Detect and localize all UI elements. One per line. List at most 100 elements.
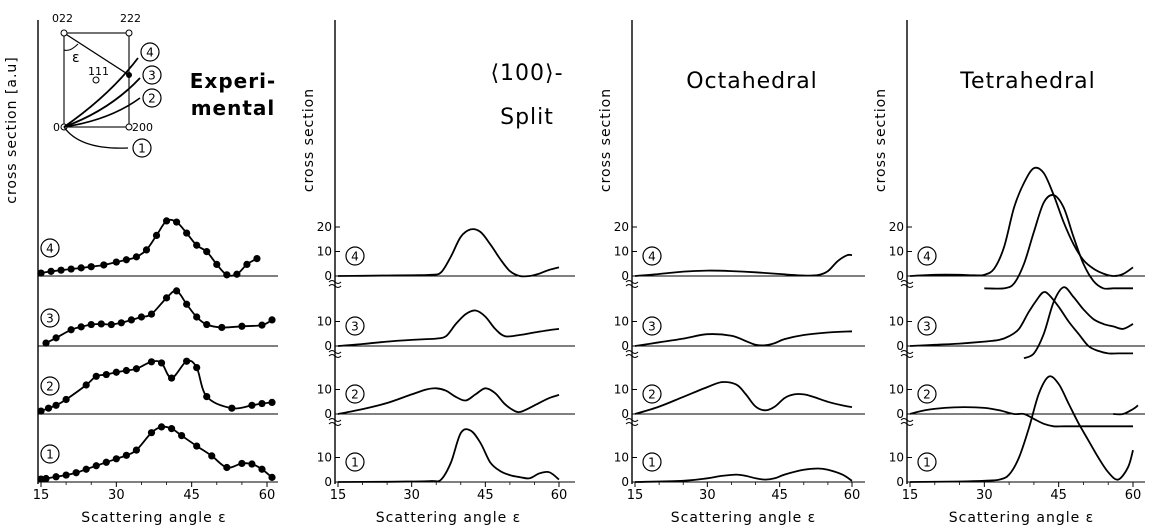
series-line — [40, 359, 273, 412]
inset-label: 0 — [53, 121, 60, 134]
data-point — [258, 465, 266, 473]
data-point — [82, 465, 90, 473]
data-point — [193, 241, 201, 249]
data-point — [67, 265, 75, 273]
inset-label: 111 — [88, 65, 109, 78]
data-point — [147, 310, 156, 318]
data-point — [112, 258, 120, 266]
band-label-circle — [40, 376, 60, 396]
series-line — [337, 428, 560, 483]
data-point — [52, 473, 60, 481]
band-label-circle — [642, 246, 662, 266]
inset-curve-label-circle — [140, 42, 160, 62]
inset-curve-3 — [63, 77, 141, 128]
band-label-1: 1 — [648, 456, 656, 470]
data-point — [243, 260, 251, 268]
panel-title-line: ⟨100⟩- — [490, 61, 563, 86]
band-label-3: 3 — [351, 320, 359, 334]
data-point — [167, 425, 176, 433]
series-line — [1113, 404, 1139, 416]
data-point — [87, 320, 95, 329]
data-point — [228, 404, 236, 412]
data-point — [268, 316, 276, 324]
data-point — [183, 357, 191, 365]
data-point — [82, 381, 90, 389]
data-point — [268, 473, 276, 481]
panel-title-line: mental — [191, 96, 276, 120]
inset-curve-label-circle — [132, 138, 152, 158]
data-point — [62, 395, 70, 404]
y-tick-label: 0 — [896, 269, 904, 283]
inset-angle-arc — [63, 43, 79, 51]
y-axis-label: cross section — [598, 88, 614, 192]
band-label-circle — [917, 384, 937, 404]
data-point — [238, 322, 246, 330]
band-label-circle — [345, 384, 365, 404]
band-label-circle — [40, 308, 60, 328]
data-point — [147, 358, 156, 366]
band-label-circle — [917, 316, 937, 336]
data-point — [178, 432, 186, 440]
y-tick-label: 0 — [621, 339, 629, 353]
band-label-1: 1 — [351, 456, 359, 470]
band-label-circle — [642, 452, 662, 472]
axis-break-mark — [328, 350, 342, 358]
y-tick-label: 10 — [614, 245, 629, 259]
inset-curve-1 — [63, 126, 129, 149]
y-tick-label: 20 — [317, 220, 332, 234]
series-line — [40, 425, 273, 480]
x-tick-label: 30 — [403, 488, 420, 503]
y-tick-label: 0 — [324, 269, 332, 283]
data-point — [42, 339, 50, 347]
data-point — [37, 407, 45, 415]
data-point — [37, 269, 45, 277]
axis-break-mark — [625, 350, 639, 358]
data-point — [92, 462, 100, 470]
inset-lattice-point — [125, 29, 133, 37]
band-label-circle — [917, 452, 937, 472]
data-point — [203, 248, 211, 256]
series-line — [337, 228, 560, 278]
inset-curve-label-circle — [142, 65, 162, 85]
x-axis-label: Scattering angle ε — [81, 510, 226, 526]
band-label-1: 1 — [923, 456, 931, 470]
data-point — [253, 255, 261, 263]
x-tick-label: 60 — [1125, 488, 1142, 503]
y-axis-label: cross section — [873, 88, 889, 192]
data-point — [183, 229, 191, 237]
series-line — [337, 309, 560, 347]
data-point — [97, 320, 105, 328]
data-point — [223, 463, 231, 472]
data-point — [87, 263, 95, 271]
data-point — [107, 320, 115, 329]
inset-dot — [126, 72, 132, 78]
band-label-circle — [40, 238, 60, 258]
data-point — [152, 231, 161, 239]
axis-break-mark — [900, 280, 914, 288]
axis-break-mark — [900, 418, 914, 426]
x-axis-label: Scattering angle ε — [376, 510, 521, 526]
y-axis-label: cross section [a.u] — [4, 56, 20, 203]
series-line — [337, 387, 560, 415]
data-point — [100, 261, 108, 269]
y-tick-label: 20 — [614, 220, 629, 234]
y-tick-label: 10 — [317, 315, 332, 329]
data-point — [162, 217, 171, 225]
band-label-2: 2 — [648, 388, 656, 402]
axis-break-mark — [900, 350, 914, 358]
y-tick-label: 0 — [621, 269, 629, 283]
y-tick-label: 10 — [889, 315, 904, 329]
y-tick-label: 10 — [614, 315, 629, 329]
inset-curve-label: 2 — [148, 92, 156, 106]
x-tick-label: 45 — [183, 488, 200, 503]
band-label-2: 2 — [923, 388, 931, 402]
inset-label: 200 — [132, 121, 153, 134]
band-label-1: 1 — [46, 448, 54, 462]
band-label-circle — [345, 452, 365, 472]
y-tick-label: 10 — [889, 383, 904, 397]
series-line — [909, 375, 1134, 483]
y-tick-label: 0 — [324, 407, 332, 421]
data-point — [132, 365, 141, 373]
data-point — [142, 246, 151, 254]
